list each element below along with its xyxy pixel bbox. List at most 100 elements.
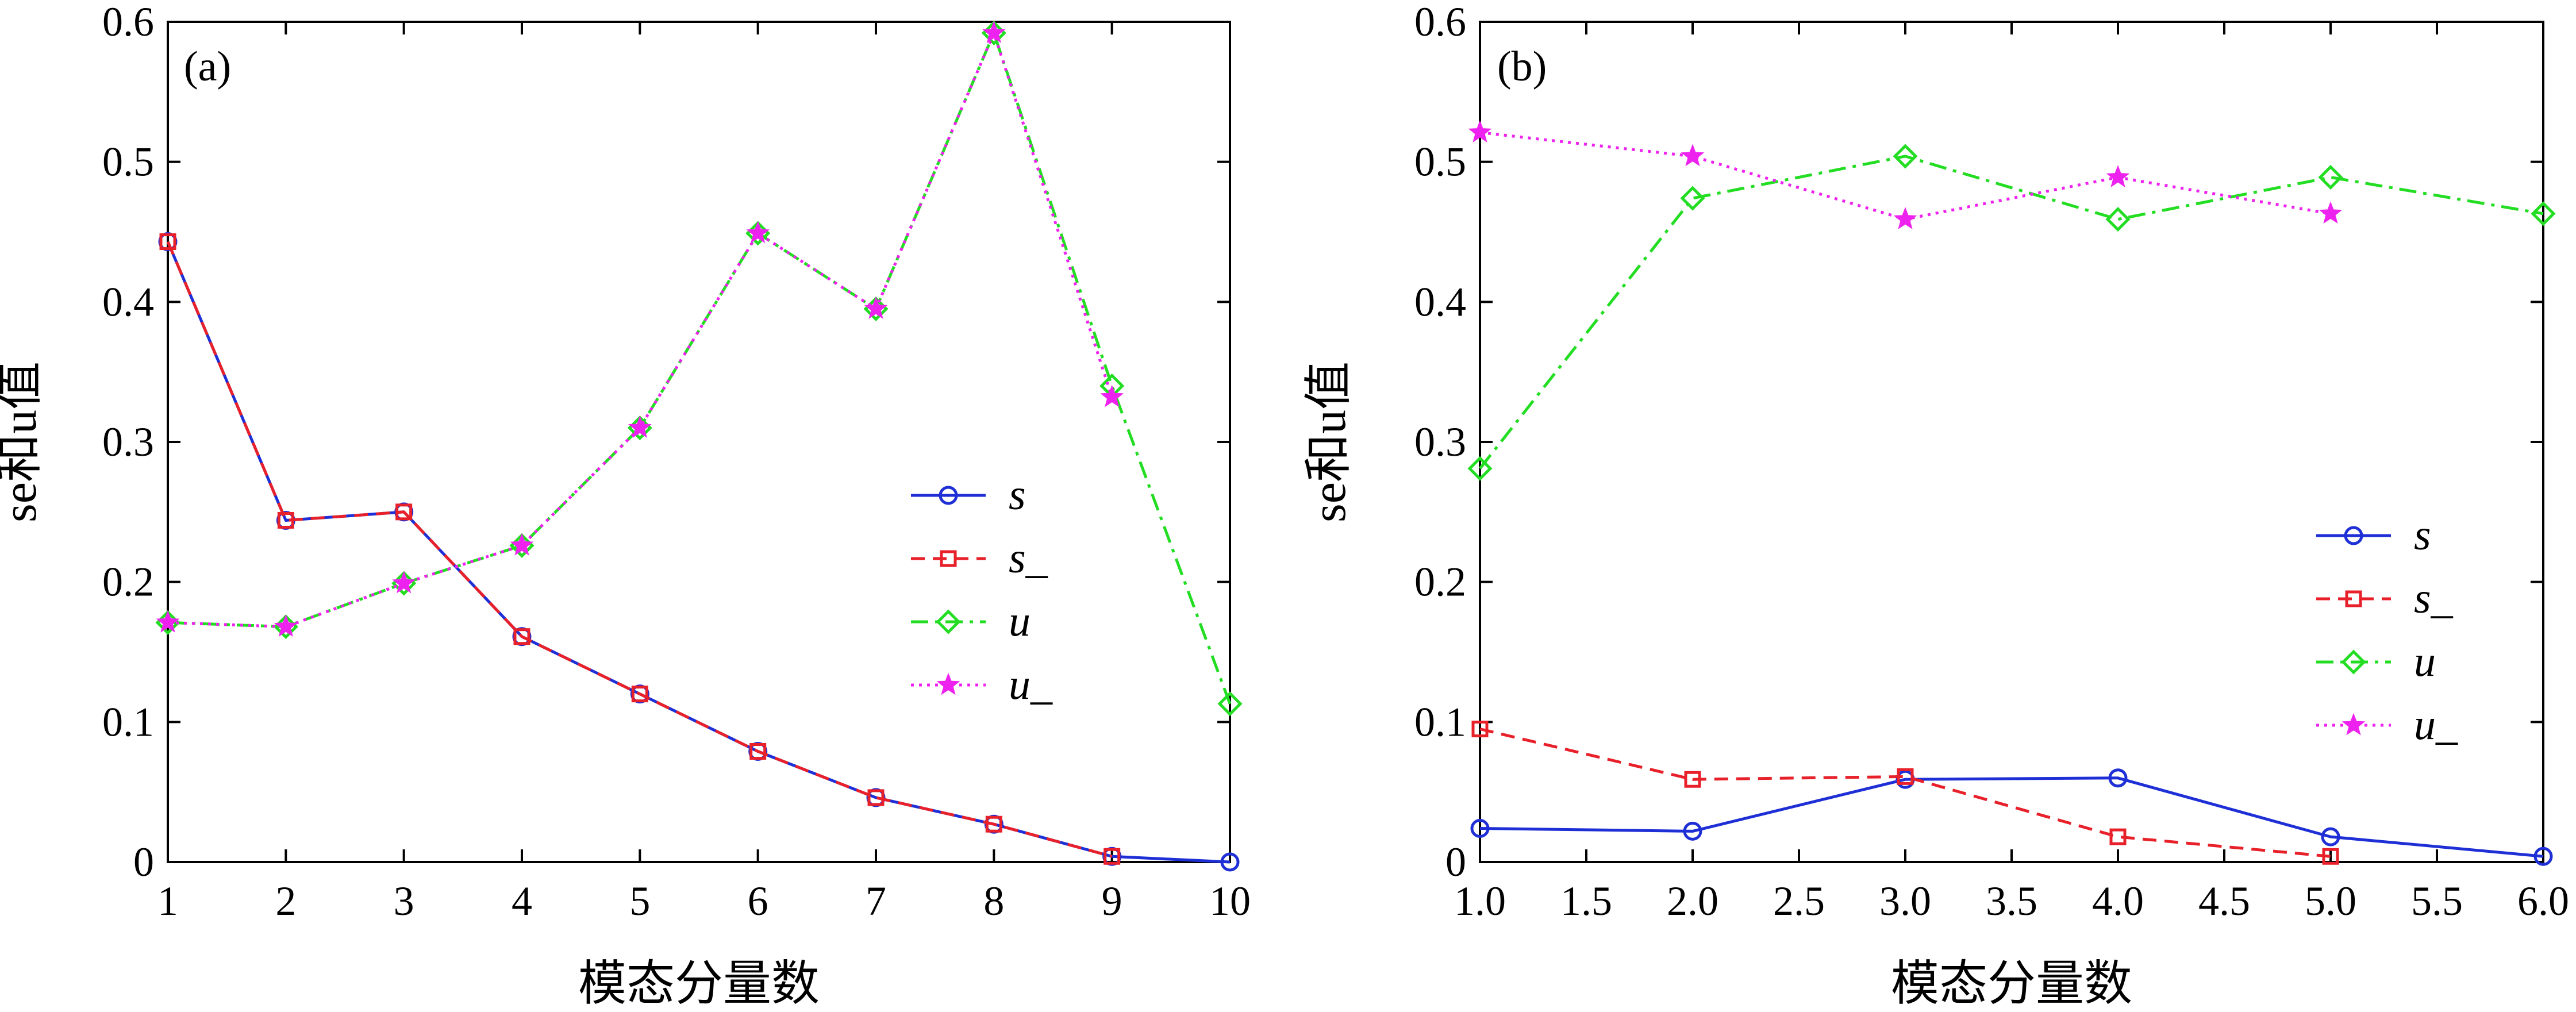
y-tick-label: 0.2 xyxy=(102,559,154,605)
x-tick-label: 2.5 xyxy=(1773,878,1825,924)
legend-marker xyxy=(940,550,957,567)
x-axis-label: 模态分量数 xyxy=(1891,957,2132,1011)
legend-marker xyxy=(936,672,960,695)
series-s-underscore xyxy=(159,233,1121,865)
legend-label: s xyxy=(2414,511,2431,559)
x-tick-label: 6.0 xyxy=(2517,878,2569,924)
y-tick-label: 0.3 xyxy=(1414,419,1466,465)
data-point xyxy=(1681,144,1705,167)
data-point xyxy=(510,533,534,556)
data-point xyxy=(1684,771,1701,788)
series-line xyxy=(1479,728,2331,858)
legend-label: u_ xyxy=(2414,701,2458,749)
data-point xyxy=(277,511,294,529)
legend-marker xyxy=(939,486,958,505)
data-point xyxy=(2318,164,2343,190)
panel-b: 1.0 1.5 2.0 2.5 3.0 3.5 4.0 4.5 5.0 5.5 6.0 0 0.1 0.2… xyxy=(1302,0,2569,1011)
data-point xyxy=(1471,721,1489,738)
y-tick-label: 0.5 xyxy=(1414,139,1466,185)
data-point xyxy=(864,297,888,319)
data-point xyxy=(2109,828,2127,845)
legend-label: u xyxy=(2414,637,2436,686)
legend-marker xyxy=(2341,649,2366,675)
data-point xyxy=(2108,768,2128,788)
x-tick-label: 4.5 xyxy=(2198,878,2250,924)
x-tick-label: 1.0 xyxy=(1454,878,1506,924)
data-point xyxy=(628,415,652,438)
series-s-underscore xyxy=(1471,721,2339,865)
data-point xyxy=(2105,207,2131,232)
legend-item: s_ xyxy=(911,534,1048,582)
data-point xyxy=(2533,846,2553,866)
series-line xyxy=(166,241,1113,858)
y-tick-label: 0.6 xyxy=(1414,0,1466,45)
x-tick-label: 3 xyxy=(394,878,414,924)
x-tick-label: 5 xyxy=(629,878,650,924)
y-axis-label: se和u值 xyxy=(0,361,47,522)
y-tick-label: 0.2 xyxy=(1414,559,1466,605)
y-tick-label: 0.3 xyxy=(102,419,154,465)
y-tick-label: 0.4 xyxy=(1414,279,1466,325)
data-point xyxy=(2322,848,2339,865)
x-tick-label: 5.5 xyxy=(2411,878,2463,924)
y-tick-label: 0 xyxy=(133,839,154,885)
series-u xyxy=(155,20,1243,717)
legend-label: s_ xyxy=(1009,534,1048,582)
legend-label: s_ xyxy=(2414,574,2454,622)
data-point xyxy=(985,815,1002,833)
data-point xyxy=(631,686,648,703)
series-u-underscore xyxy=(156,21,1124,637)
series-s xyxy=(1470,768,2553,866)
data-point xyxy=(274,614,298,637)
panel-a: 1 2 3 4 5 6 7 8 9 10 0 0.1 0.2 0.3 0.4 0.5 0.6 模态分量数 se和u值… xyxy=(0,0,1251,1011)
panel-label: (a) xyxy=(184,43,231,90)
data-point xyxy=(2106,165,2130,187)
x-tick-label: 2 xyxy=(275,878,296,924)
data-point xyxy=(1220,852,1240,872)
data-point xyxy=(1893,144,1918,169)
x-tick-label: 8 xyxy=(983,878,1004,924)
series-line xyxy=(1479,776,2544,858)
legend: s s_u u_ xyxy=(911,471,1053,709)
y-tick-label: 0.5 xyxy=(102,139,154,185)
legend: s s_u u_ xyxy=(2316,511,2458,749)
plot-frame xyxy=(167,21,1231,863)
series-u xyxy=(1467,144,2556,481)
y-tick-label: 0.1 xyxy=(1414,699,1466,745)
legend-label: s xyxy=(1009,471,1026,519)
data-point xyxy=(1893,207,1917,229)
x-tick-label: 10 xyxy=(1209,878,1251,924)
data-point xyxy=(746,221,770,244)
legend-item: s_ xyxy=(2316,574,2454,622)
x-tick-label: 1.5 xyxy=(1560,878,1612,924)
series-line xyxy=(166,241,1231,864)
data-point xyxy=(392,571,416,594)
x-tick-label: 3.5 xyxy=(1986,878,2037,924)
data-point xyxy=(2531,201,2556,226)
x-tick-label: 4.0 xyxy=(2092,878,2144,924)
x-tick-label: 9 xyxy=(1102,878,1122,924)
y-tick-label: 0.4 xyxy=(102,279,154,325)
legend-marker xyxy=(2344,526,2363,545)
data-point xyxy=(395,503,413,521)
legend-item: u_ xyxy=(911,660,1053,709)
legend-label: u xyxy=(1009,597,1031,645)
data-point xyxy=(2319,201,2343,224)
legend-item: u xyxy=(2316,637,2436,686)
data-point xyxy=(1680,186,1705,211)
legend-item: u_ xyxy=(2316,701,2458,749)
data-point xyxy=(1100,384,1124,407)
y-tick-label: 0.1 xyxy=(102,699,154,745)
data-point xyxy=(1467,456,1493,481)
series-s xyxy=(158,232,1240,872)
x-tick-label: 2.0 xyxy=(1667,878,1718,924)
x-tick-label: 4 xyxy=(512,878,532,924)
legend-marker xyxy=(2342,713,2366,736)
data-point xyxy=(1470,819,1490,838)
x-tick-label: 5.0 xyxy=(2305,878,2356,924)
data-point xyxy=(867,789,885,806)
series-line xyxy=(167,32,1114,629)
series-line xyxy=(167,32,1232,705)
plot-frame xyxy=(1479,21,2544,863)
x-axis-label: 模态分量数 xyxy=(578,957,820,1011)
